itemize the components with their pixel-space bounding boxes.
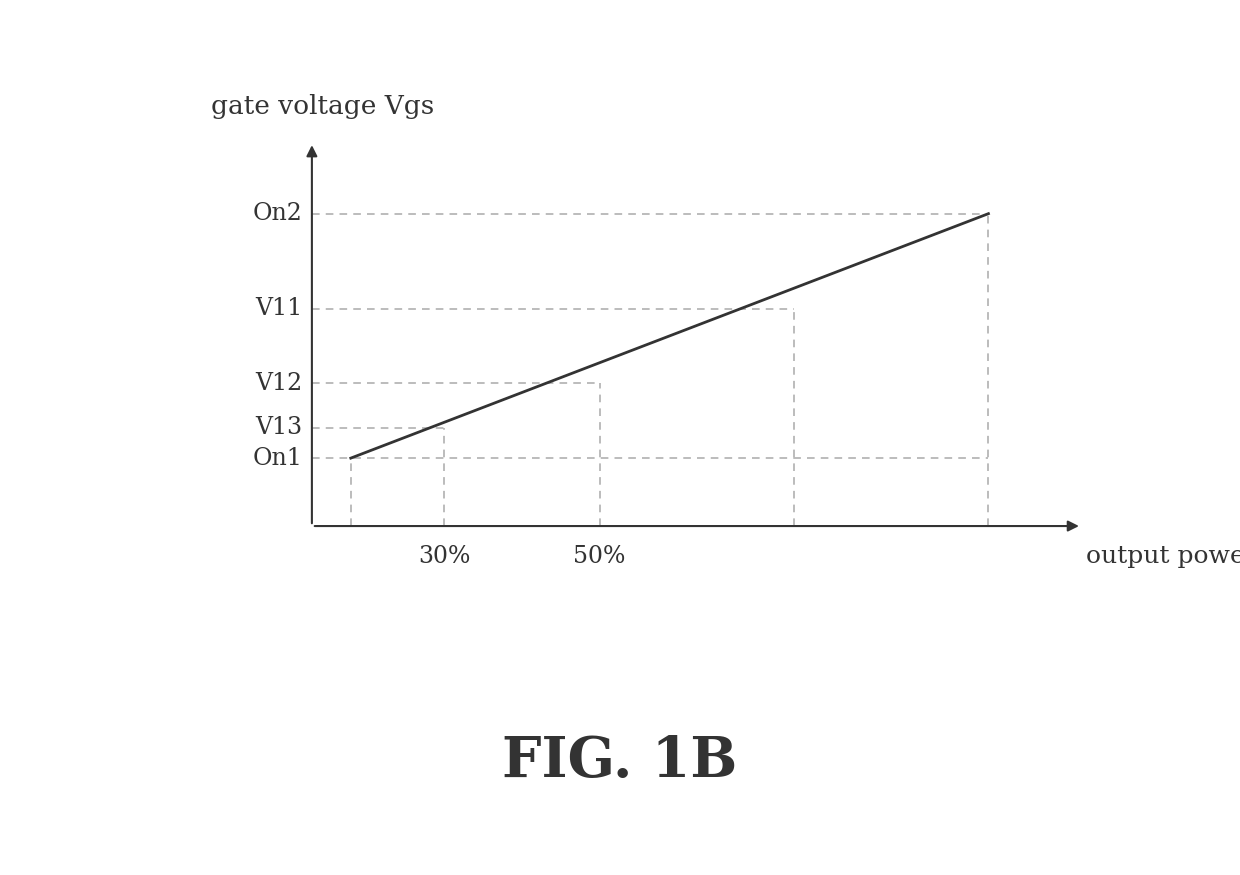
Text: V13: V13 xyxy=(255,416,303,439)
Text: On2: On2 xyxy=(253,202,303,225)
Text: On1: On1 xyxy=(253,446,303,470)
Text: output power: output power xyxy=(1086,545,1240,568)
Text: V11: V11 xyxy=(255,298,303,320)
Text: 50%: 50% xyxy=(573,545,626,568)
Text: V12: V12 xyxy=(255,372,303,395)
Text: FIG. 1B: FIG. 1B xyxy=(502,734,738,788)
Text: gate voltage Vgs: gate voltage Vgs xyxy=(211,94,434,119)
Text: 30%: 30% xyxy=(418,545,470,568)
